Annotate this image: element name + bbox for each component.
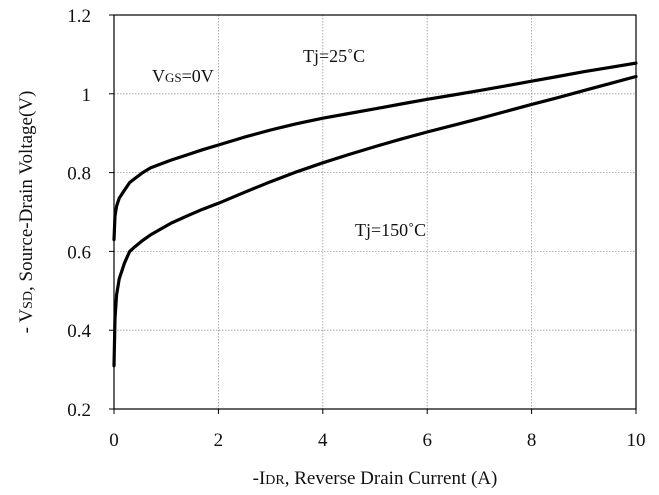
x-tick-label: 2	[214, 430, 224, 451]
x-axis-title: -IDR, Reverse Drain Current (A)	[253, 468, 498, 489]
x-tick-label: 10	[627, 430, 646, 451]
x-tick-label: 4	[318, 430, 328, 451]
y-axis-title: - VSD, Source-Drain Voltage(V)	[16, 91, 37, 334]
y-tick-label: 0.8	[67, 164, 91, 185]
annotation-tj-150c: Tj=150˚C	[355, 220, 426, 240]
grid-lines	[114, 15, 636, 409]
series-line-tj-150c	[112, 74, 638, 368]
x-tick-label: 8	[527, 430, 537, 451]
series-line-tj-25c	[112, 61, 638, 242]
annotation-tj-25c: Tj=25˚C	[303, 46, 365, 66]
x-tick-label: 0	[109, 430, 119, 451]
x-axis-ticks: 0 2 4 6 8 10	[109, 409, 646, 451]
y-axis-ticks: 0.2 0.4 0.6 0.8 1 1.2	[67, 6, 114, 421]
plot-frame	[113, 14, 637, 410]
y-tick-label: 0.2	[67, 400, 91, 421]
x-tick-label: 6	[422, 430, 432, 451]
y-tick-label: 0.4	[67, 321, 91, 342]
annotation-vgs: VGS=0V	[152, 66, 214, 86]
series-layer	[112, 61, 638, 368]
y-tick-label: 0.6	[67, 242, 91, 263]
y-tick-label: 1	[82, 85, 92, 106]
y-tick-label: 1.2	[67, 6, 91, 27]
